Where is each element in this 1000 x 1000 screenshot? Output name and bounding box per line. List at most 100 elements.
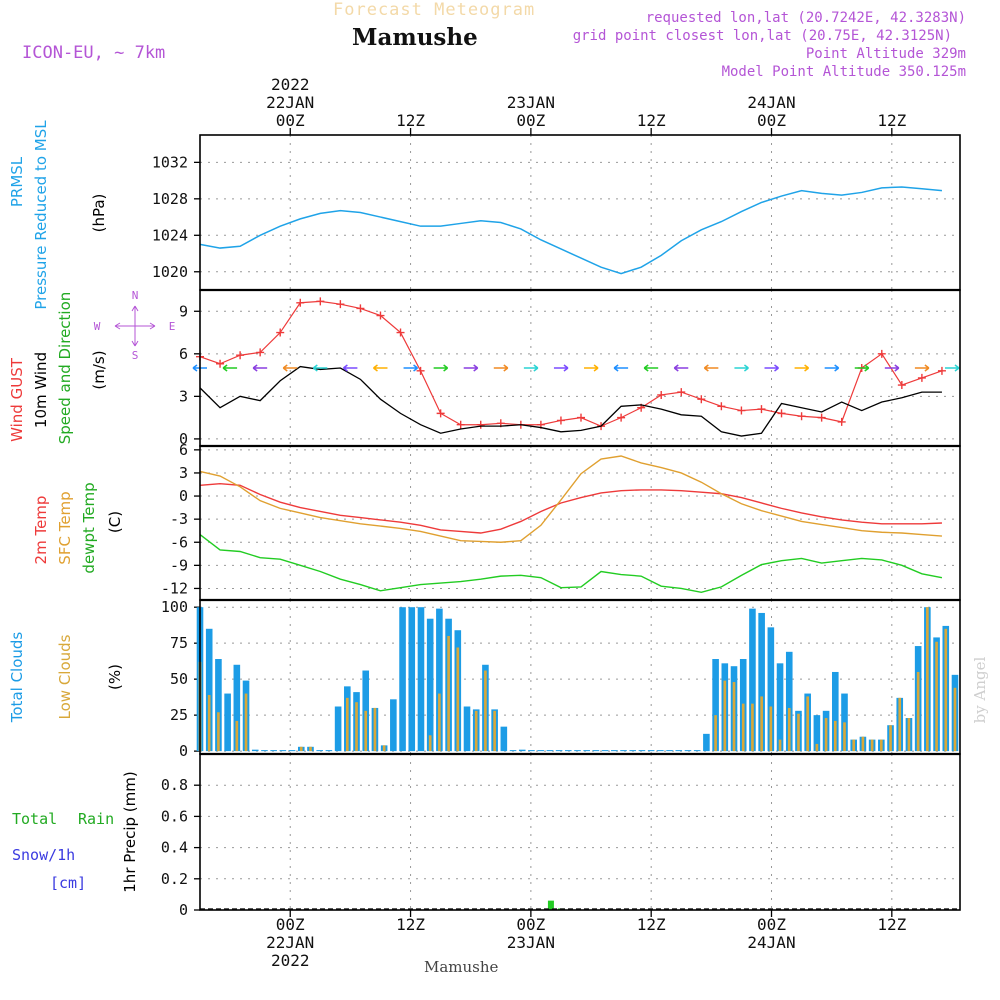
temp-sfc-line [199,455,943,543]
total-cloud-bar [776,663,784,752]
total-cloud-bar [436,608,443,752]
low-cloud-bar [438,693,441,752]
low-cloud-bar [907,718,911,752]
legend-snow: Snow/1h [12,846,75,864]
gust-marker [677,388,686,397]
y-tick-label: -6 [170,533,188,551]
total-cloud-bar [408,607,416,752]
total-cloud-bar [325,750,333,752]
gust-marker [777,409,786,418]
low-cloud-bar [382,745,386,752]
total-cloud-bar [758,612,765,752]
wind-barb [673,364,689,372]
compass-w: W [94,320,101,333]
low-cloud-bar [880,739,883,752]
low-cloud-bar [493,710,496,752]
low-cloud-bar [870,739,874,752]
low-cloud-bar [806,696,809,752]
total-cloud-bar [334,706,342,752]
gust-marker [456,420,465,429]
wind-barb [914,364,930,372]
model-name: ICON-EU, ~ 7km [22,43,166,63]
low-cloud-bar [741,703,745,752]
y-tick-label: 50 [170,670,188,688]
total-clouds-label: Total Clouds [8,632,26,724]
total-cloud-bar [684,750,692,752]
gust-marker [797,412,806,421]
legend-unit: [cm] [50,874,86,892]
gust-marker [917,373,926,382]
total-cloud-bar [288,750,296,752]
total-cloud-bar [657,750,664,752]
low-cloud-bar [797,713,800,752]
time-label-top: 00Z [276,111,305,130]
time-label-bottom: 00Z [276,915,305,934]
time-label-bottom: 00Z [757,915,786,934]
total-cloud-bar [316,750,323,752]
gust-marker [877,349,886,358]
gust-marker [416,366,425,375]
gust-marker [356,304,365,313]
point-altitude: Point Altitude 329m [805,46,966,62]
y-tick-label: 1020 [152,263,188,281]
y-tick-label: 0 [179,742,188,760]
total-cloud-bar [546,750,554,752]
gust-marker [737,406,746,415]
low-cloud-bar [373,707,377,752]
total-cloud-bar [518,749,526,752]
wind-barb [252,364,268,372]
low-cloud-bar [824,718,828,752]
wind-barb [403,364,419,372]
low-cloud-bar [861,736,865,752]
wind-barb [584,364,599,372]
low-cloud-bar [732,682,736,752]
low-cloud-bar [760,696,763,752]
gust-marker [657,390,666,399]
total-cloud-bar [666,750,673,752]
temp-2m-line [199,483,942,534]
y-tick-label: 75 [170,634,188,652]
gust-marker [837,417,846,426]
time-label-top: 22JAN [266,93,314,112]
total-cloud-bar [813,715,821,752]
temp-2m-label: 2m Temp [32,496,50,565]
gust-marker [296,298,305,307]
total-cloud-bar [629,750,637,752]
time-label-bottom: 24JAN [747,933,795,952]
low-cloud-bar [364,710,368,752]
wind-barb [342,364,358,372]
total-cloud-bar [528,750,535,752]
time-label-bottom: 22JAN [266,933,314,952]
gust-marker [476,420,485,429]
wind-barb [222,364,238,372]
low-cloud-bar [889,725,892,752]
time-label-bottom: 2022 [271,951,310,970]
wind-barb [794,364,810,372]
low-cloud-bar [714,715,717,752]
panel-frame [199,134,961,291]
time-label-top: 12Z [877,111,906,130]
wind-barb [824,364,840,372]
wind-barb [493,364,509,372]
y-tick-label: 0 [179,487,188,505]
total-cloud-bar [574,750,581,752]
gust-marker [376,311,385,320]
y-tick-label: 100 [161,598,188,616]
wind-barb [282,364,298,372]
gust-marker [617,413,626,422]
time-label-top: 2022 [271,75,310,94]
wind-gust-label: Wind GUST [8,357,26,442]
low-cloud-bar [769,706,773,752]
gust-marker [256,348,265,357]
legend-total: Total [12,810,57,828]
total-cloud-bar [611,750,618,752]
total-cloud-bar [583,750,590,752]
gust-marker [577,413,586,422]
prmsl-line [199,186,943,275]
wind-barb [463,364,479,372]
y-tick-label: 1024 [152,226,188,244]
low-cloud-bar [852,739,856,752]
wind-barb [643,364,659,372]
total-cloud-bar [564,750,572,752]
